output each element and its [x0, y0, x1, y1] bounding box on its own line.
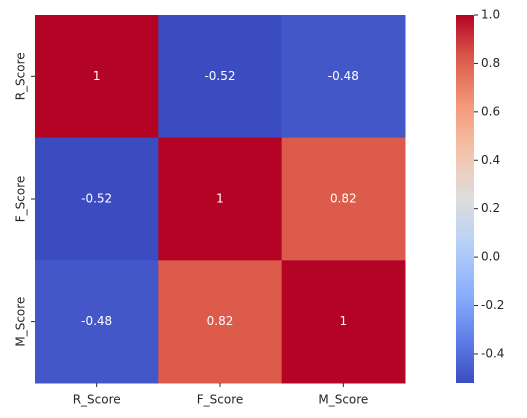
colorbar-tick-label: -0.2 [481, 298, 504, 312]
x-tick-label: F_Score [197, 393, 244, 407]
colorbar-tick-label: 1.0 [481, 8, 500, 22]
heatmap-cell [35, 137, 159, 261]
cell-label: 0.82 [330, 192, 357, 206]
heatmap-cell [281, 15, 406, 139]
y-tick-label: M_Score [14, 297, 28, 347]
colorbar [456, 15, 474, 383]
heatmap-cell [35, 260, 159, 384]
heatmap-cell [158, 15, 283, 139]
colorbar-tick-label: 0.8 [481, 56, 500, 70]
cell-label: -0.48 [81, 314, 112, 328]
cell-label: 0.82 [207, 314, 234, 328]
cell-label: 1 [340, 314, 348, 328]
y-tick-label: R_Score [14, 52, 28, 100]
x-tick-label: M_Score [318, 393, 368, 407]
x-tick-label: R_Score [73, 393, 121, 407]
heatmap-cell [281, 260, 406, 384]
colorbar-tick-label: -0.4 [481, 346, 504, 360]
colorbar-tick-label: 0.2 [481, 201, 500, 215]
cell-label: -0.52 [81, 192, 112, 206]
cell-label: 1 [93, 69, 101, 83]
heatmap-cell [158, 260, 283, 384]
cell-label: 1 [216, 192, 224, 206]
colorbar-tick-label: 0.4 [481, 153, 500, 167]
heatmap-cell [158, 137, 283, 261]
heatmap-cell [281, 137, 406, 261]
colorbar-tick-label: 0.0 [481, 250, 500, 264]
cell-label: -0.48 [328, 69, 359, 83]
y-tick-label: F_Score [14, 176, 28, 223]
colorbar-tick-label: 0.6 [481, 104, 500, 118]
cell-label: -0.52 [204, 69, 235, 83]
heatmap-cell [35, 15, 159, 139]
